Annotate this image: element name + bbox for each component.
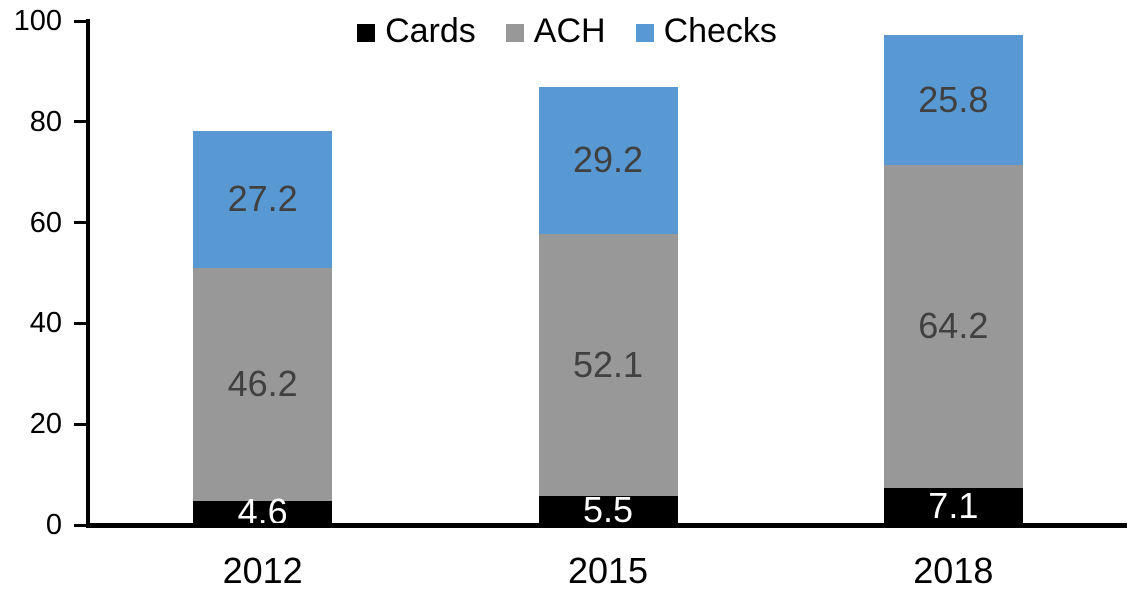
legend-label: ACH xyxy=(533,12,606,50)
bar-segment-ach-2012: 46.2 xyxy=(193,267,333,501)
data-label-cards-2015: 5.5 xyxy=(582,489,634,531)
bar-segment-cards-2015: 5.5 xyxy=(538,492,678,528)
y-axis-tick-label: 60 xyxy=(29,206,62,239)
data-label-ach-2018: 64.2 xyxy=(918,305,989,347)
bar-segment-ach-2015: 52.1 xyxy=(538,233,678,497)
stacked-bar-2015: 5.5 52.1 29.2 xyxy=(538,86,678,528)
legend-item-cards: Cards xyxy=(357,14,476,48)
y-axis-tick-label: 40 xyxy=(29,307,62,340)
legend-item-ach: ACH xyxy=(505,12,606,50)
x-axis-label-2015: 2015 xyxy=(567,550,649,591)
legend-swatch-checks-icon xyxy=(635,24,654,42)
y-axis-tick-label: 0 xyxy=(45,509,62,541)
bar-segment-checks-2015: 29.2 xyxy=(538,86,678,234)
bar-segment-checks-2012: 27.2 xyxy=(193,130,333,268)
bar-segment-ach-2018: 64.2 xyxy=(883,164,1023,489)
x-axis-label-2018: 2018 xyxy=(913,550,994,591)
stacked-bar-2012: 4.6 46.2 27.2 xyxy=(193,130,333,530)
y-axis-tick-label: 80 xyxy=(29,105,62,138)
legend-swatch-cards-icon xyxy=(357,24,376,42)
y-axis-tick xyxy=(74,120,87,124)
data-label-cards-2018: 7.1 xyxy=(928,485,979,527)
bar-segment-cards-2012: 4.6 xyxy=(193,494,333,530)
legend-swatch-ach-icon xyxy=(505,24,524,42)
legend: Cards ACH Checks xyxy=(0,14,1134,48)
data-label-ach-2015: 52.1 xyxy=(572,343,644,385)
data-label-checks-2018: 25.8 xyxy=(918,78,989,120)
stacked-bar-2018: 7.1 64.2 25.8 xyxy=(883,34,1023,527)
bar-segment-checks-2018: 25.8 xyxy=(883,34,1023,165)
x-axis-label-2012: 2012 xyxy=(222,550,303,591)
y-axis-tick-label: 20 xyxy=(29,408,62,441)
x-axis-line xyxy=(86,523,1127,528)
data-label-checks-2012: 27.2 xyxy=(227,178,298,220)
y-axis-tick xyxy=(74,19,87,23)
y-axis-tick xyxy=(74,321,87,325)
bar-segment-cards-2018: 7.1 xyxy=(883,485,1023,527)
legend-label: Checks xyxy=(663,12,777,50)
y-axis-tick xyxy=(74,221,87,225)
y-axis-tick-label: 100 xyxy=(13,5,62,37)
y-axis-tick xyxy=(74,523,87,527)
y-axis-line xyxy=(86,19,90,527)
legend-label: Cards xyxy=(385,12,476,50)
data-label-checks-2015: 29.2 xyxy=(572,139,644,181)
y-axis-tick xyxy=(74,422,87,426)
data-label-ach-2012: 46.2 xyxy=(227,363,298,405)
legend-item-checks: Checks xyxy=(635,12,777,50)
